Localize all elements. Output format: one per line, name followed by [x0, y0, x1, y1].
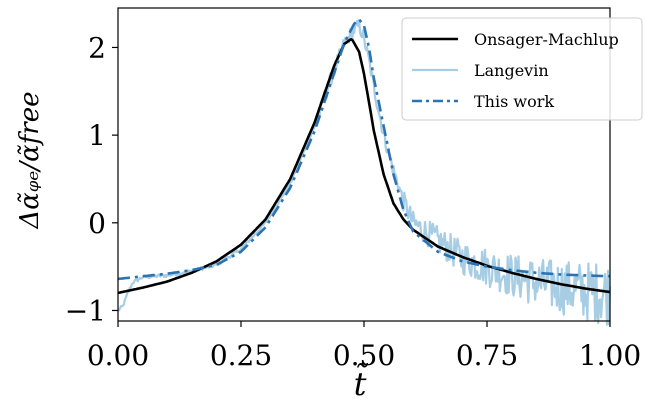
- x-tick-label: 0.50: [333, 339, 395, 372]
- y-tick-label: 2: [88, 31, 106, 64]
- legend-label: Onsager-Machlup: [474, 30, 619, 49]
- y-tick-label: −1: [65, 294, 106, 327]
- y-axis-title: Δα̃ᵩₑ/α̃free: [15, 91, 45, 229]
- legend-box: [401, 17, 643, 121]
- y-tick-label: 1: [88, 119, 106, 152]
- tick-labels: 0.00 0.25 0.50 0.75 1.00 −1 0 1 2: [65, 31, 641, 372]
- x-tick-label: 1.00: [579, 339, 641, 372]
- legend-label: Langevin: [474, 61, 549, 80]
- x-tick-label: 0.00: [87, 339, 149, 372]
- series-line-this-work: [117, 18, 611, 281]
- ticks: [112, 46, 611, 327]
- x-axis-title: t̃: [354, 364, 370, 403]
- x-tick-label: 0.25: [210, 339, 272, 372]
- plot-lines: [117, 18, 612, 326]
- y-tick-label: 0: [88, 207, 106, 240]
- legend: Onsager-Machlup Langevin This work: [401, 17, 643, 121]
- x-tick-label: 0.75: [456, 339, 518, 372]
- legend-label: This work: [474, 92, 554, 111]
